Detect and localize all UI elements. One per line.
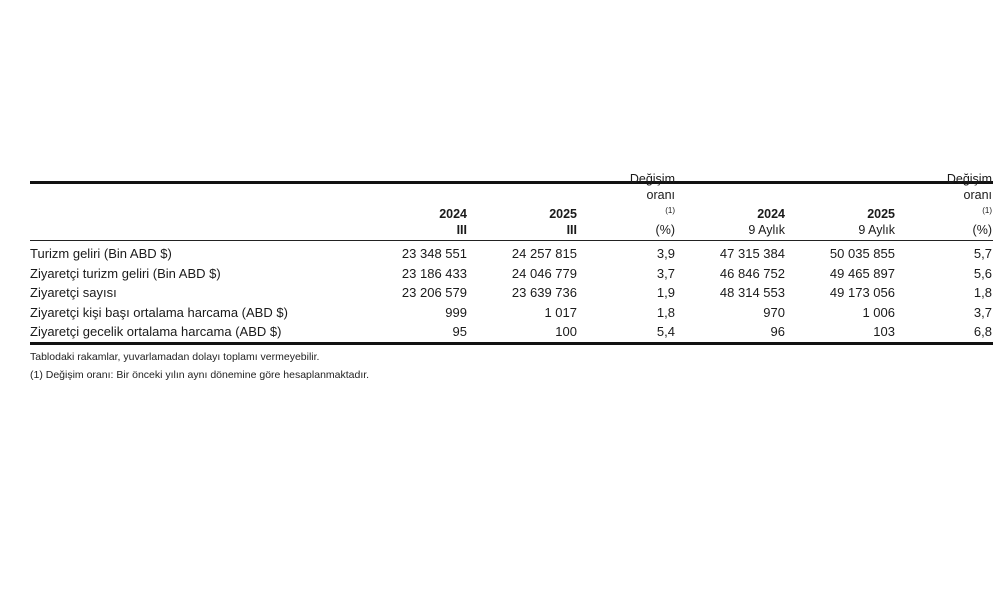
table-notes: Tablodaki rakamlar, yuvarlamadan dolayı … (30, 348, 993, 384)
tourism-table-body: Turizm geliri (Bin ABD $) 23 348 551 24 … (30, 244, 993, 342)
table-row-nightly-spending: Ziyaretçi gecelik ortalama harcama (ABD … (30, 322, 993, 342)
cell-2024-9m: 48 314 553 (719, 285, 785, 301)
cell-2025-9m: 49 465 897 (829, 265, 895, 281)
cell-change-q3: 1,9 (656, 285, 675, 301)
cell-2024-9m: 47 315 384 (719, 246, 785, 262)
footnote-marker: (1) (982, 206, 992, 215)
footnote-change-rate: (1) Değişim oranı: Bir önceki yılın aynı… (30, 368, 370, 381)
header-label-cell (30, 184, 370, 240)
cell-2024-q3: 999 (445, 304, 467, 320)
cell-2025-9m: 50 035 855 (829, 246, 895, 262)
cell-2024-q3: 23 348 551 (401, 246, 467, 262)
table-row-tourism-revenue: Turizm geliri (Bin ABD $) 23 348 551 24 … (30, 244, 993, 264)
cell-change-q3: 3,9 (656, 246, 675, 262)
cell-change-q3: 3,7 (656, 265, 675, 281)
cell-2025-q3: 1 017 (544, 304, 577, 320)
cell-change-9m: 5,7 (973, 246, 992, 262)
cell-change-q3: 1,8 (656, 304, 675, 320)
header-2024-9months: 2024 9 Aylık (748, 207, 785, 237)
cell-2025-9m: 49 173 056 (829, 285, 895, 301)
header-change-rate-9months: Değişim oranı (1) (%) (946, 172, 992, 237)
table-top-rule (30, 181, 993, 184)
cell-2024-q3: 23 186 433 (401, 265, 467, 281)
cell-2025-q3: 23 639 736 (511, 285, 577, 301)
cell-2024-q3: 95 (452, 324, 467, 340)
cell-change-9m: 1,8 (973, 285, 992, 301)
cell-2024-q3: 23 206 579 (401, 285, 467, 301)
cell-change-q3: 5,4 (656, 324, 675, 340)
cell-2025-9m: 103 (873, 324, 895, 340)
header-2025-9months: 2025 9 Aylık (858, 207, 895, 237)
header-row: 2024 III 2025 III Değişim oranı (1) (%) (30, 172, 993, 240)
cell-2025-q3: 24 046 779 (511, 265, 577, 281)
cell-change-9m: 3,7 (973, 304, 992, 320)
header-2024-q3: 2024 III (439, 207, 467, 237)
row-label: Turizm geliri (Bin ABD $) (30, 246, 172, 262)
table-row-visitor-tourism-revenue: Ziyaretçi turizm geliri (Bin ABD $) 23 1… (30, 264, 993, 284)
cell-change-9m: 5,6 (973, 265, 992, 281)
cell-2025-q3: 24 257 815 (511, 246, 577, 262)
table-row-per-capita-spending: Ziyaretçi kişi başı ortalama harcama (AB… (30, 303, 993, 323)
tourism-table: 2024 III 2025 III Değişim oranı (1) (%) (30, 172, 993, 240)
header-rule (30, 240, 993, 241)
cell-2024-9m: 46 846 752 (719, 265, 785, 281)
tourism-statistics-document: 2024 III 2025 III Değişim oranı (1) (%) (30, 172, 993, 384)
header-change-rate-q3: Değişim oranı (1) (%) (629, 172, 675, 237)
header-2025-q3: 2025 III (549, 207, 577, 237)
cell-2025-q3: 100 (555, 324, 577, 340)
row-label: Ziyaretçi gecelik ortalama harcama (ABD … (30, 324, 282, 340)
rounding-note: Tablodaki rakamlar, yuvarlamadan dolayı … (30, 350, 320, 363)
footnote-marker: (1) (665, 206, 675, 215)
row-label: Ziyaretçi turizm geliri (Bin ABD $) (30, 265, 221, 281)
cell-2024-9m: 970 (763, 304, 785, 320)
table-bottom-rule (30, 341, 993, 345)
row-label: Ziyaretçi sayısı (30, 285, 117, 301)
cell-2025-9m: 1 006 (862, 304, 895, 320)
cell-2024-9m: 96 (770, 324, 785, 340)
row-label: Ziyaretçi kişi başı ortalama harcama (AB… (30, 304, 288, 320)
table-row-visitor-count: Ziyaretçi sayısı 23 206 579 23 639 736 1… (30, 283, 993, 303)
cell-change-9m: 6,8 (973, 324, 992, 340)
